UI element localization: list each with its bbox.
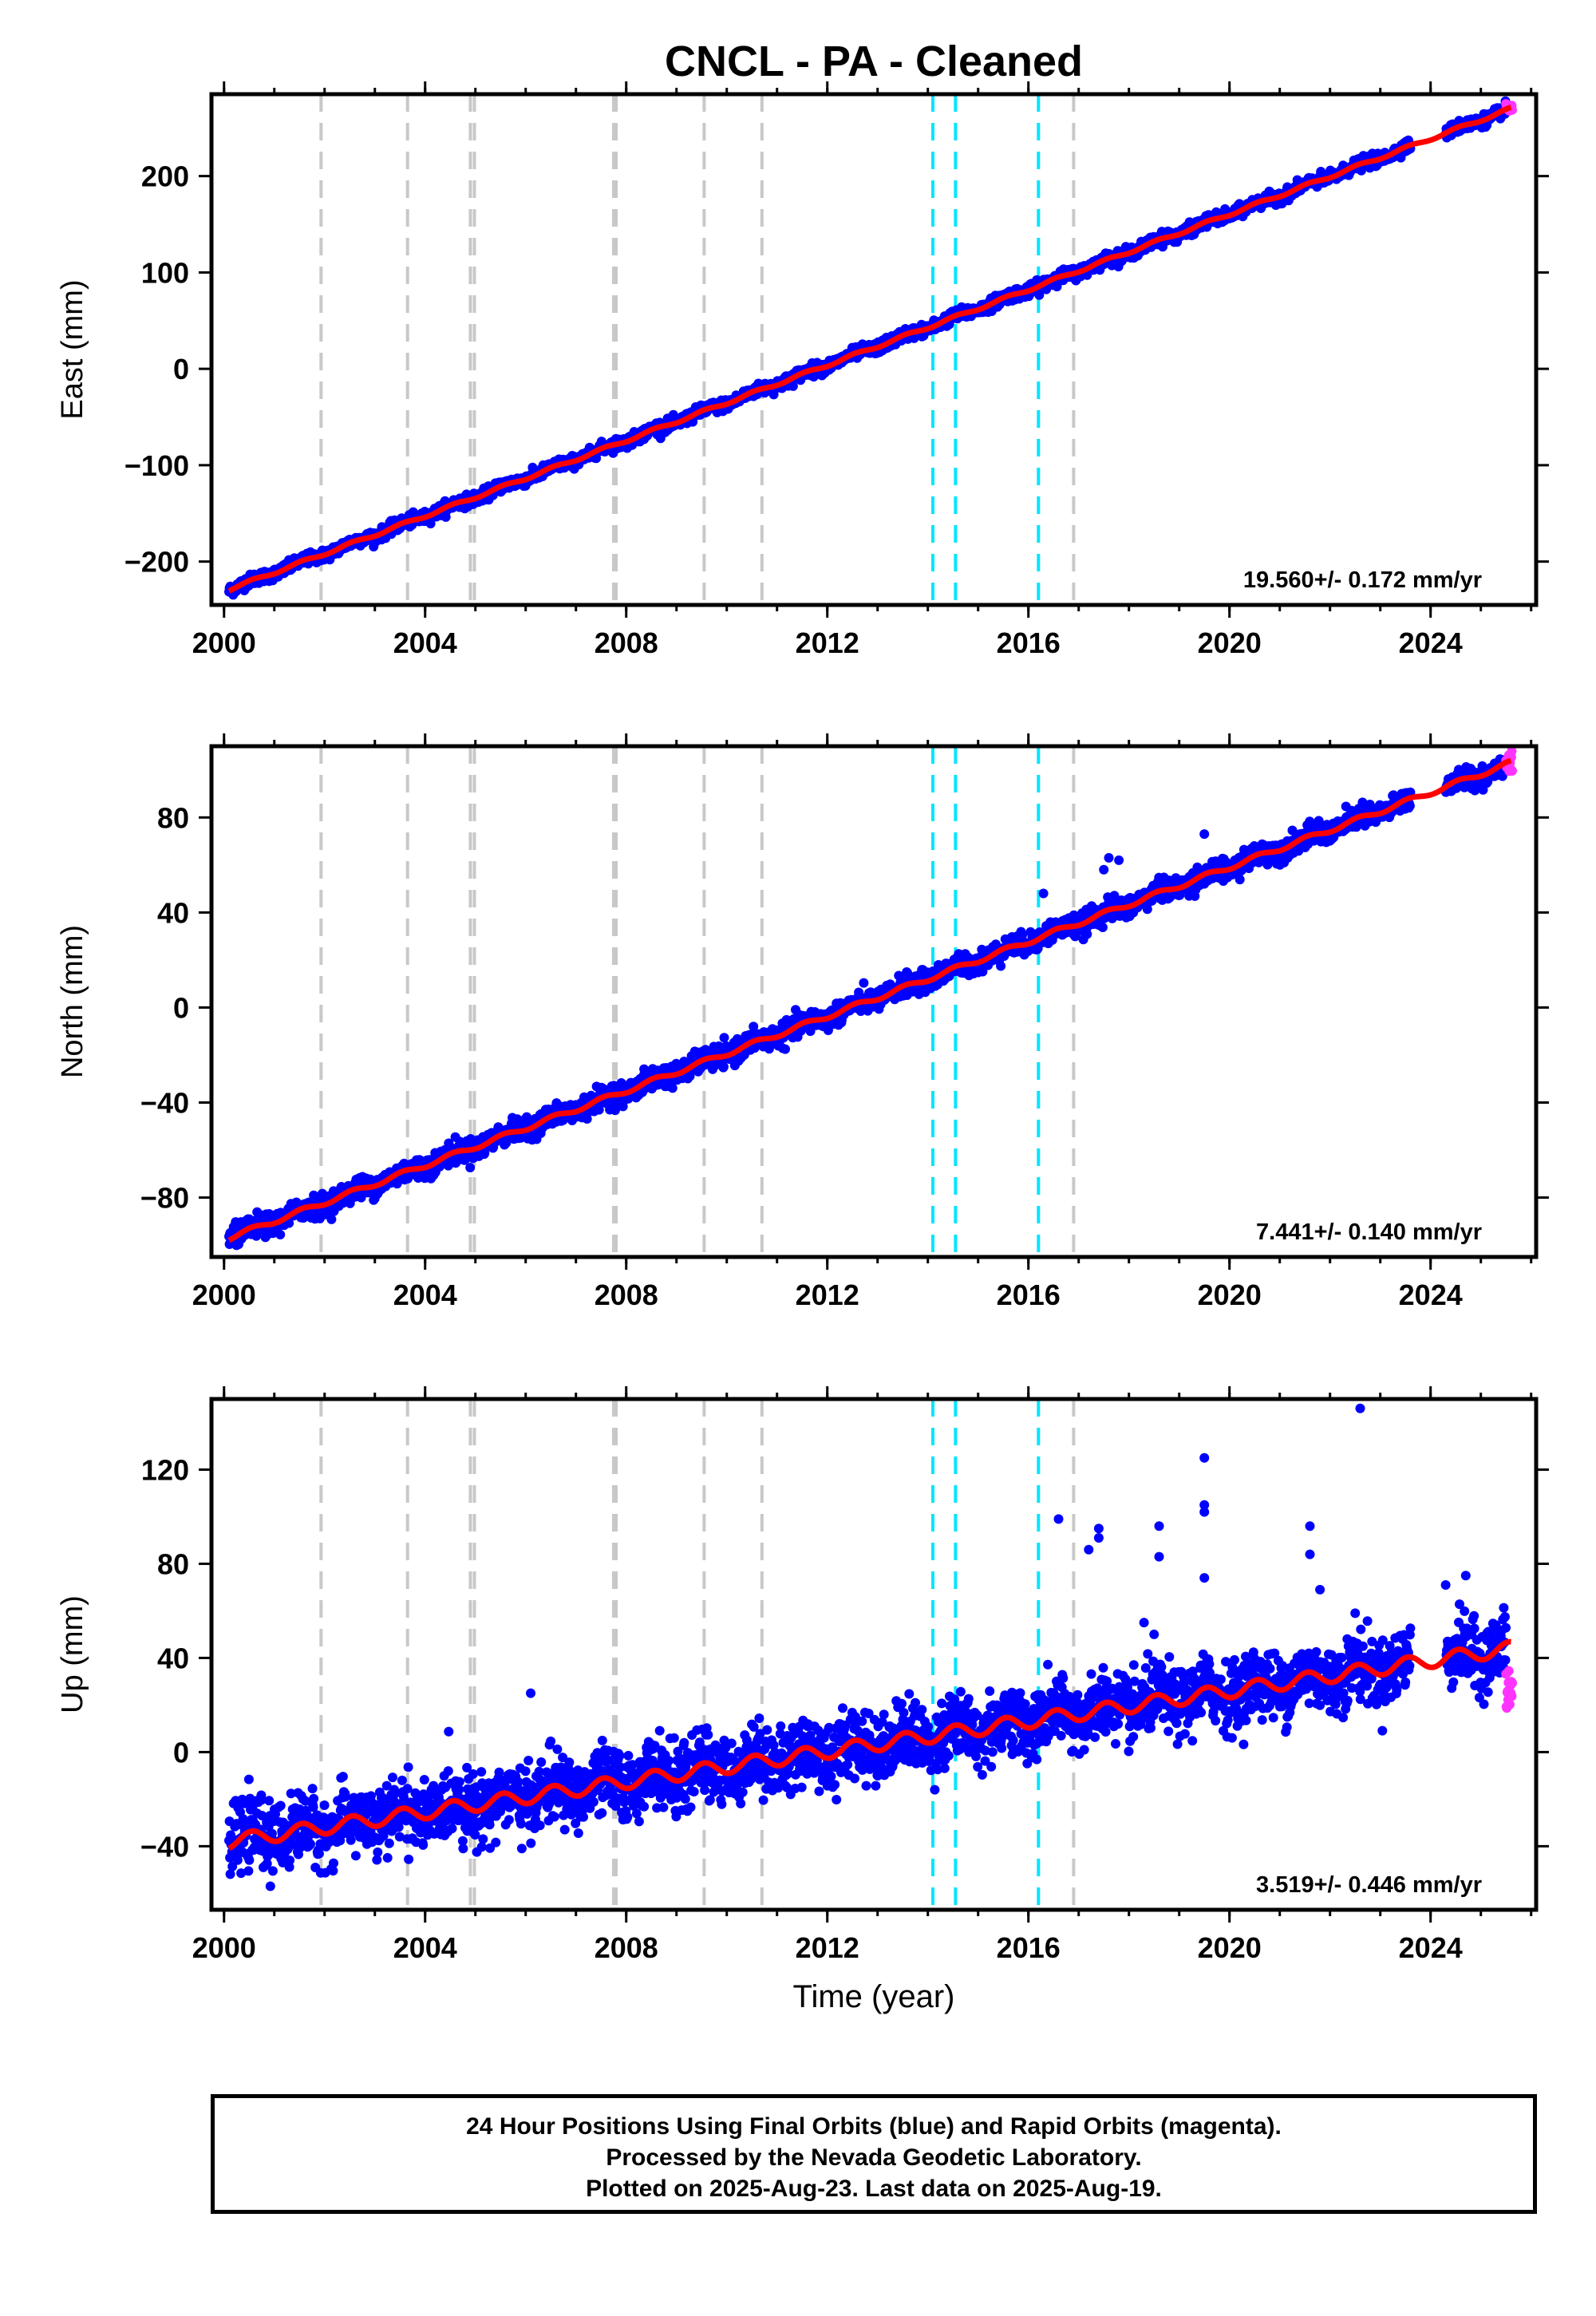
final-orbit-point (718, 1061, 729, 1072)
panel-frame (209, 92, 1539, 607)
plot-area (224, 94, 1517, 605)
plot-area (224, 746, 1517, 1257)
final-orbit-point (275, 1230, 286, 1239)
y-tick-label: 100 (141, 256, 189, 289)
y-tick-label: 200 (141, 160, 189, 193)
y-axis-label: East (mm) (56, 279, 89, 419)
x-tick-label: 2020 (1198, 626, 1262, 659)
final-orbit-point (780, 1044, 790, 1054)
x-tick-label: 2000 (192, 626, 256, 659)
north-panel: 2000 2004 2008 2012 2016 2020 2024−80−4004080N… (56, 733, 1549, 1311)
final-orbit-point (465, 1163, 476, 1172)
x-tick-label: 2004 (393, 626, 457, 659)
y-tick-label: −200 (124, 546, 189, 579)
final-orbit-point (298, 1213, 309, 1223)
x-tick-label: 2012 (796, 626, 859, 659)
y-tick-label: −100 (124, 449, 189, 482)
final-orbit-point (719, 1033, 729, 1043)
final-orbit-point (326, 1214, 337, 1224)
final-orbit-point (788, 381, 798, 391)
rate-label: 19.560+/- 0.172 mm/yr (1243, 567, 1482, 593)
final-orbit-point (667, 1083, 678, 1093)
y-tick-label: 0 (173, 353, 189, 385)
east-panel: 2000 2004 2008 2012 2016 2020 2024 −200 −100 0 100… (56, 81, 1549, 659)
x-tick-label: 2008 (595, 626, 658, 659)
chart-title: CNCL - PA - Cleaned (665, 38, 1083, 85)
x-tick-label: 2016 (997, 626, 1061, 659)
final-orbit-point (859, 978, 869, 988)
model-line (227, 105, 1512, 594)
x-tick-label: 2024 (1399, 626, 1463, 659)
